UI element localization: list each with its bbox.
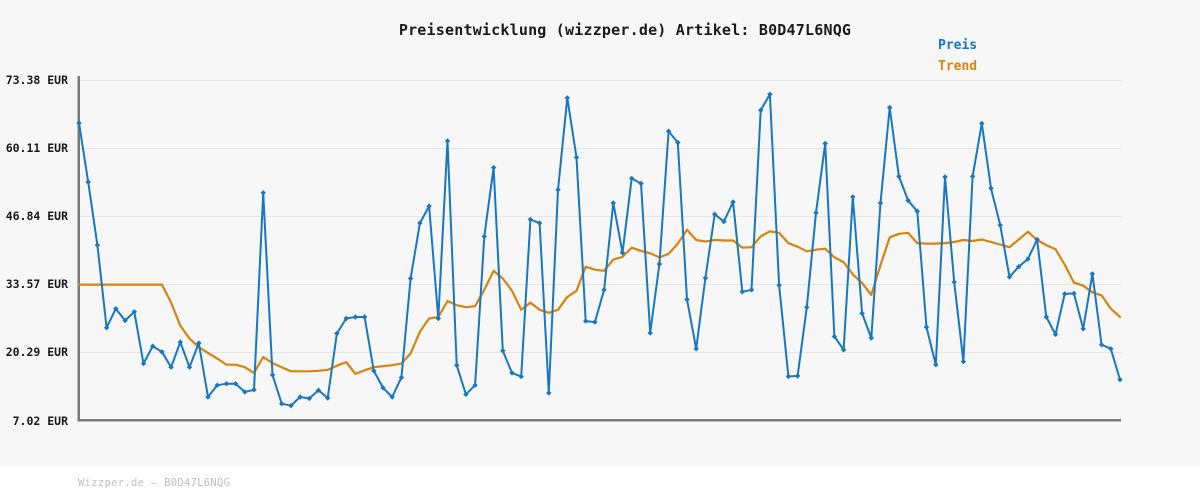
chart-title: Preisentwicklung (wizzper.de) Artikel: B… — [398, 21, 852, 39]
y-tick-label: 33.57 EUR — [5, 277, 68, 292]
footer: Wizzper.de — B0D47L6NQG — [0, 466, 1200, 500]
price-series-markers — [76, 91, 1123, 409]
legend-item-preis: Preis — [938, 38, 978, 53]
y-tick-label: 73.38 EUR — [5, 73, 68, 87]
trend-series-line — [77, 228, 1122, 375]
legend: Preis Trend — [938, 39, 977, 81]
y-tick-label: 60.11 EUR — [5, 141, 68, 156]
y-tick-label: 46.84 EUR — [5, 209, 68, 224]
price-series-line — [78, 93, 1121, 407]
y-tick-label: 7.02 EUR — [12, 413, 68, 428]
y-tick-label: 20.29 EUR — [5, 345, 68, 360]
watermark: Wizzper.de — B0D47L6NQG — [78, 477, 231, 489]
legend-item-trend: Trend — [938, 59, 978, 74]
